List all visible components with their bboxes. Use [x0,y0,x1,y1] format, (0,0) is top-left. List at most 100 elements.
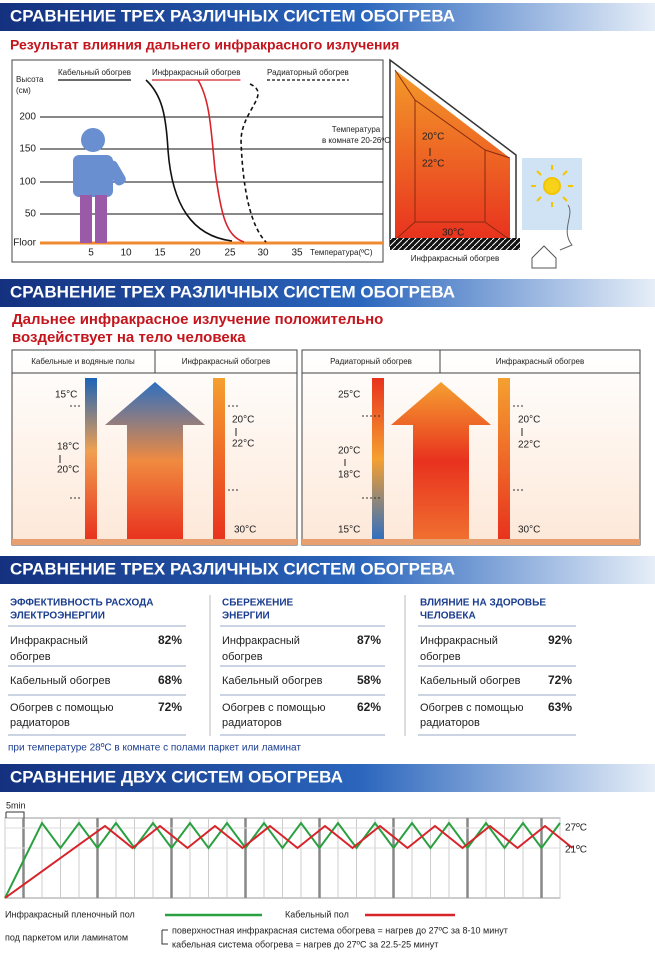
wire [559,204,573,251]
temp-label: 20°C [338,446,360,457]
temp-label: 22°C [422,159,444,170]
temp-label: 20°C [422,132,444,143]
note: кабельная система обогрева = нагрев до 2… [172,939,438,949]
level-label: 27ºC [565,823,587,834]
legend-label: Кабельный пол [285,909,349,919]
row-value: 62% [357,700,381,714]
section-header [0,279,655,307]
legend-label: Радиаторный обогрев [267,68,349,77]
legend-label: Инфракрасный обогрев [152,68,240,77]
note-bracket [161,929,168,945]
row-label: Инфракрасный [420,635,498,647]
temp-label: 20°C [57,465,79,476]
row-label: обогрев [222,651,263,663]
curve-infrared [197,79,245,243]
x-tick-label: 30 [257,248,269,259]
panel-right [301,349,641,546]
row-label: обогрев [420,651,461,663]
x-tick-label: 35 [291,248,303,259]
row-value: 58% [357,673,381,687]
temp-label: 30°C [518,525,540,536]
person-icon [73,128,126,243]
panel-header: Радиаторный обогрев [330,357,412,366]
temp-label: 22°C [232,439,254,450]
chart-frame [11,59,384,263]
panel-header: Инфракрасный обогрев [496,357,584,366]
section-header [0,3,655,31]
section-title: СРАВНЕНИЕ ТРЕХ РАЗЛИЧНЫХ СИСТЕМ ОБОГРЕВА [10,559,455,578]
legend-label: под паркетом или ламинатом [5,932,128,942]
x-tick-label: 5 [88,248,94,259]
temp-label: 18°C [57,442,79,453]
row-value: 72% [158,700,182,714]
sun [531,165,573,207]
y-tick-label: 200 [19,112,36,123]
section-header [0,556,655,584]
y-tick-label: 50 [25,209,37,220]
section-title: СРАВНЕНИЕ ДВУХ СИСТЕМ ОБОГРЕВА [10,767,343,786]
temp-label: 20°C [232,415,254,426]
room-heat [395,70,510,240]
row-value: 82% [158,633,182,647]
row-label: радиаторов [222,717,282,729]
row-label: Кабельный обогрев [10,675,111,687]
level-label: 21ºC [565,845,587,856]
row-label: Инфракрасный [10,635,88,647]
subtitle: воздействует на тело человека [12,329,246,346]
row-value: 72% [548,673,572,687]
row-value: 87% [357,633,381,647]
column-heading: ЭНЕРГИИ [222,611,270,622]
house-icon [531,245,557,269]
row-label: Кабельный обогрев [420,675,521,687]
interval-label: 5min [6,800,26,810]
x-axis-label: Температура(ºC) [310,248,373,257]
column-heading: СБЕРЕЖЕНИЕ [222,598,294,609]
y-tick-label: Floor [13,238,36,249]
y-axis-label: (см) [16,86,31,95]
temp-label: 18°C [338,470,360,481]
column-heading: ЭЛЕКТРОЭНЕРГИИ [10,611,105,622]
subtitle: Результат влияния дальнего инфракрасного… [10,37,399,53]
floor-heater [390,238,520,250]
line-cable [4,824,574,899]
y-axis-label: Высота [16,75,44,84]
legend-label: Кабельный обогрев [58,68,131,77]
row-value: 63% [548,700,572,714]
note: Температура [332,125,381,134]
x-tick-label: 10 [120,248,132,259]
x-tick-label: 15 [154,248,166,259]
curve-radiator [240,83,267,243]
panel-header: Кабельные и водяные полы [31,357,135,366]
footnote: при температуре 28ºC в комнате с полами … [8,743,301,754]
row-value: 68% [158,673,182,687]
row-label: обогрев [10,651,51,663]
legend-label: Инфракрасный пленочный пол [5,909,135,919]
column-divider [209,595,406,736]
temp-label: 15°C [55,390,77,401]
row-label: Обогрев с помощью [10,702,113,714]
y-tick-label: 100 [19,177,36,188]
temp-label: 30°C [234,525,256,536]
x-tick-label: 25 [224,248,236,259]
temp-label: 30°C [442,228,464,239]
row-label: Кабельный обогрев [222,675,323,687]
column-heading: ЭФФЕКТИВНОСТЬ РАСХОДА [10,598,154,609]
column-heading: ВЛИЯНИЕ НА ЗДОРОВЬЕ [420,598,546,609]
subtitle: Дальнее инфракрасное излучение положител… [12,311,383,328]
column-heading: ЧЕЛОВЕКА [420,611,476,622]
panel-header: Инфракрасный обогрев [182,357,270,366]
row-label: Обогрев с помощью [420,702,523,714]
x-tick-label: 20 [189,248,201,259]
row-label: Обогрев с помощью [222,702,325,714]
section-title: СРАВНЕНИЕ ТРЕХ РАЗЛИЧНЫХ СИСТЕМ ОБОГРЕВА [10,282,455,301]
room-edges [394,69,511,241]
interval-bracket [5,811,25,818]
row-label: радиаторов [420,717,480,729]
note: в комнате 20-26ºC [322,136,390,145]
temp-label: 22°C [518,440,540,451]
section-title: СРАВНЕНИЕ ТРЕХ РАЗЛИЧНЫХ СИСТЕМ ОБОГРЕВА [10,6,455,25]
row-label: радиаторов [10,717,70,729]
y-tick-label: 150 [19,144,36,155]
row-value: 92% [548,633,572,647]
